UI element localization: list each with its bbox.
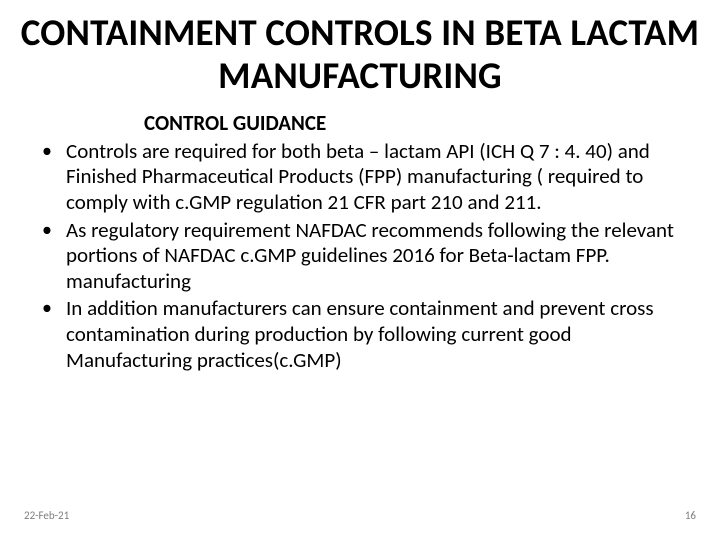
- slide-body: CONTROL GUIDANCE Controls are required f…: [0, 97, 720, 373]
- footer-page-number: 16: [685, 509, 696, 522]
- list-item: As regulatory requirement NAFDAC recomme…: [36, 218, 684, 295]
- list-item: In addition manufacturers can ensure con…: [36, 296, 684, 373]
- slide: CONTAINMENT CONTROLS IN BETA LACTAM MANU…: [0, 0, 720, 540]
- bullet-list: Controls are required for both beta – la…: [36, 139, 684, 373]
- footer-date: 22-Feb-21: [24, 509, 69, 522]
- slide-title: CONTAINMENT CONTROLS IN BETA LACTAM MANU…: [0, 0, 720, 97]
- list-item: Controls are required for both beta – la…: [36, 139, 684, 216]
- subheading: CONTROL GUIDANCE: [36, 111, 684, 137]
